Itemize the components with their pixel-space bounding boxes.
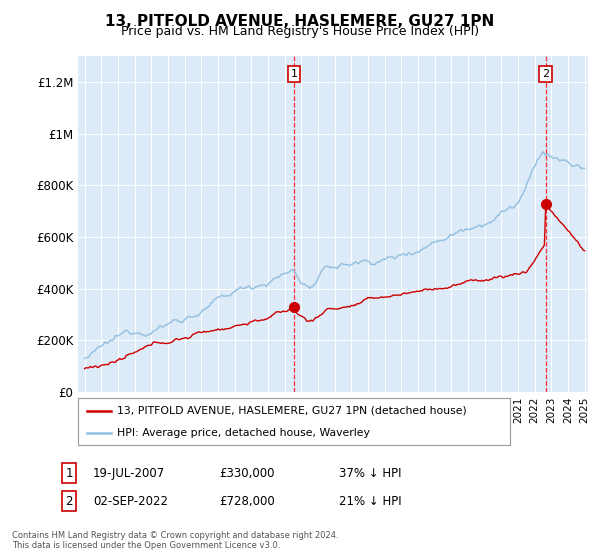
Text: Contains HM Land Registry data © Crown copyright and database right 2024.
This d: Contains HM Land Registry data © Crown c…	[12, 530, 338, 550]
Text: 1: 1	[65, 466, 73, 480]
Text: 02-SEP-2022: 02-SEP-2022	[93, 494, 168, 508]
Text: 13, PITFOLD AVENUE, HASLEMERE, GU27 1PN: 13, PITFOLD AVENUE, HASLEMERE, GU27 1PN	[106, 14, 494, 29]
Text: 19-JUL-2007: 19-JUL-2007	[93, 466, 165, 480]
Text: 1: 1	[290, 69, 298, 79]
Text: 2: 2	[542, 69, 550, 79]
Text: 2: 2	[65, 494, 73, 508]
Text: £330,000: £330,000	[219, 466, 275, 480]
Text: 21% ↓ HPI: 21% ↓ HPI	[339, 494, 401, 508]
Text: 37% ↓ HPI: 37% ↓ HPI	[339, 466, 401, 480]
Text: Price paid vs. HM Land Registry's House Price Index (HPI): Price paid vs. HM Land Registry's House …	[121, 25, 479, 38]
Text: HPI: Average price, detached house, Waverley: HPI: Average price, detached house, Wave…	[117, 428, 370, 438]
Text: £728,000: £728,000	[219, 494, 275, 508]
Text: 13, PITFOLD AVENUE, HASLEMERE, GU27 1PN (detached house): 13, PITFOLD AVENUE, HASLEMERE, GU27 1PN …	[117, 406, 467, 416]
